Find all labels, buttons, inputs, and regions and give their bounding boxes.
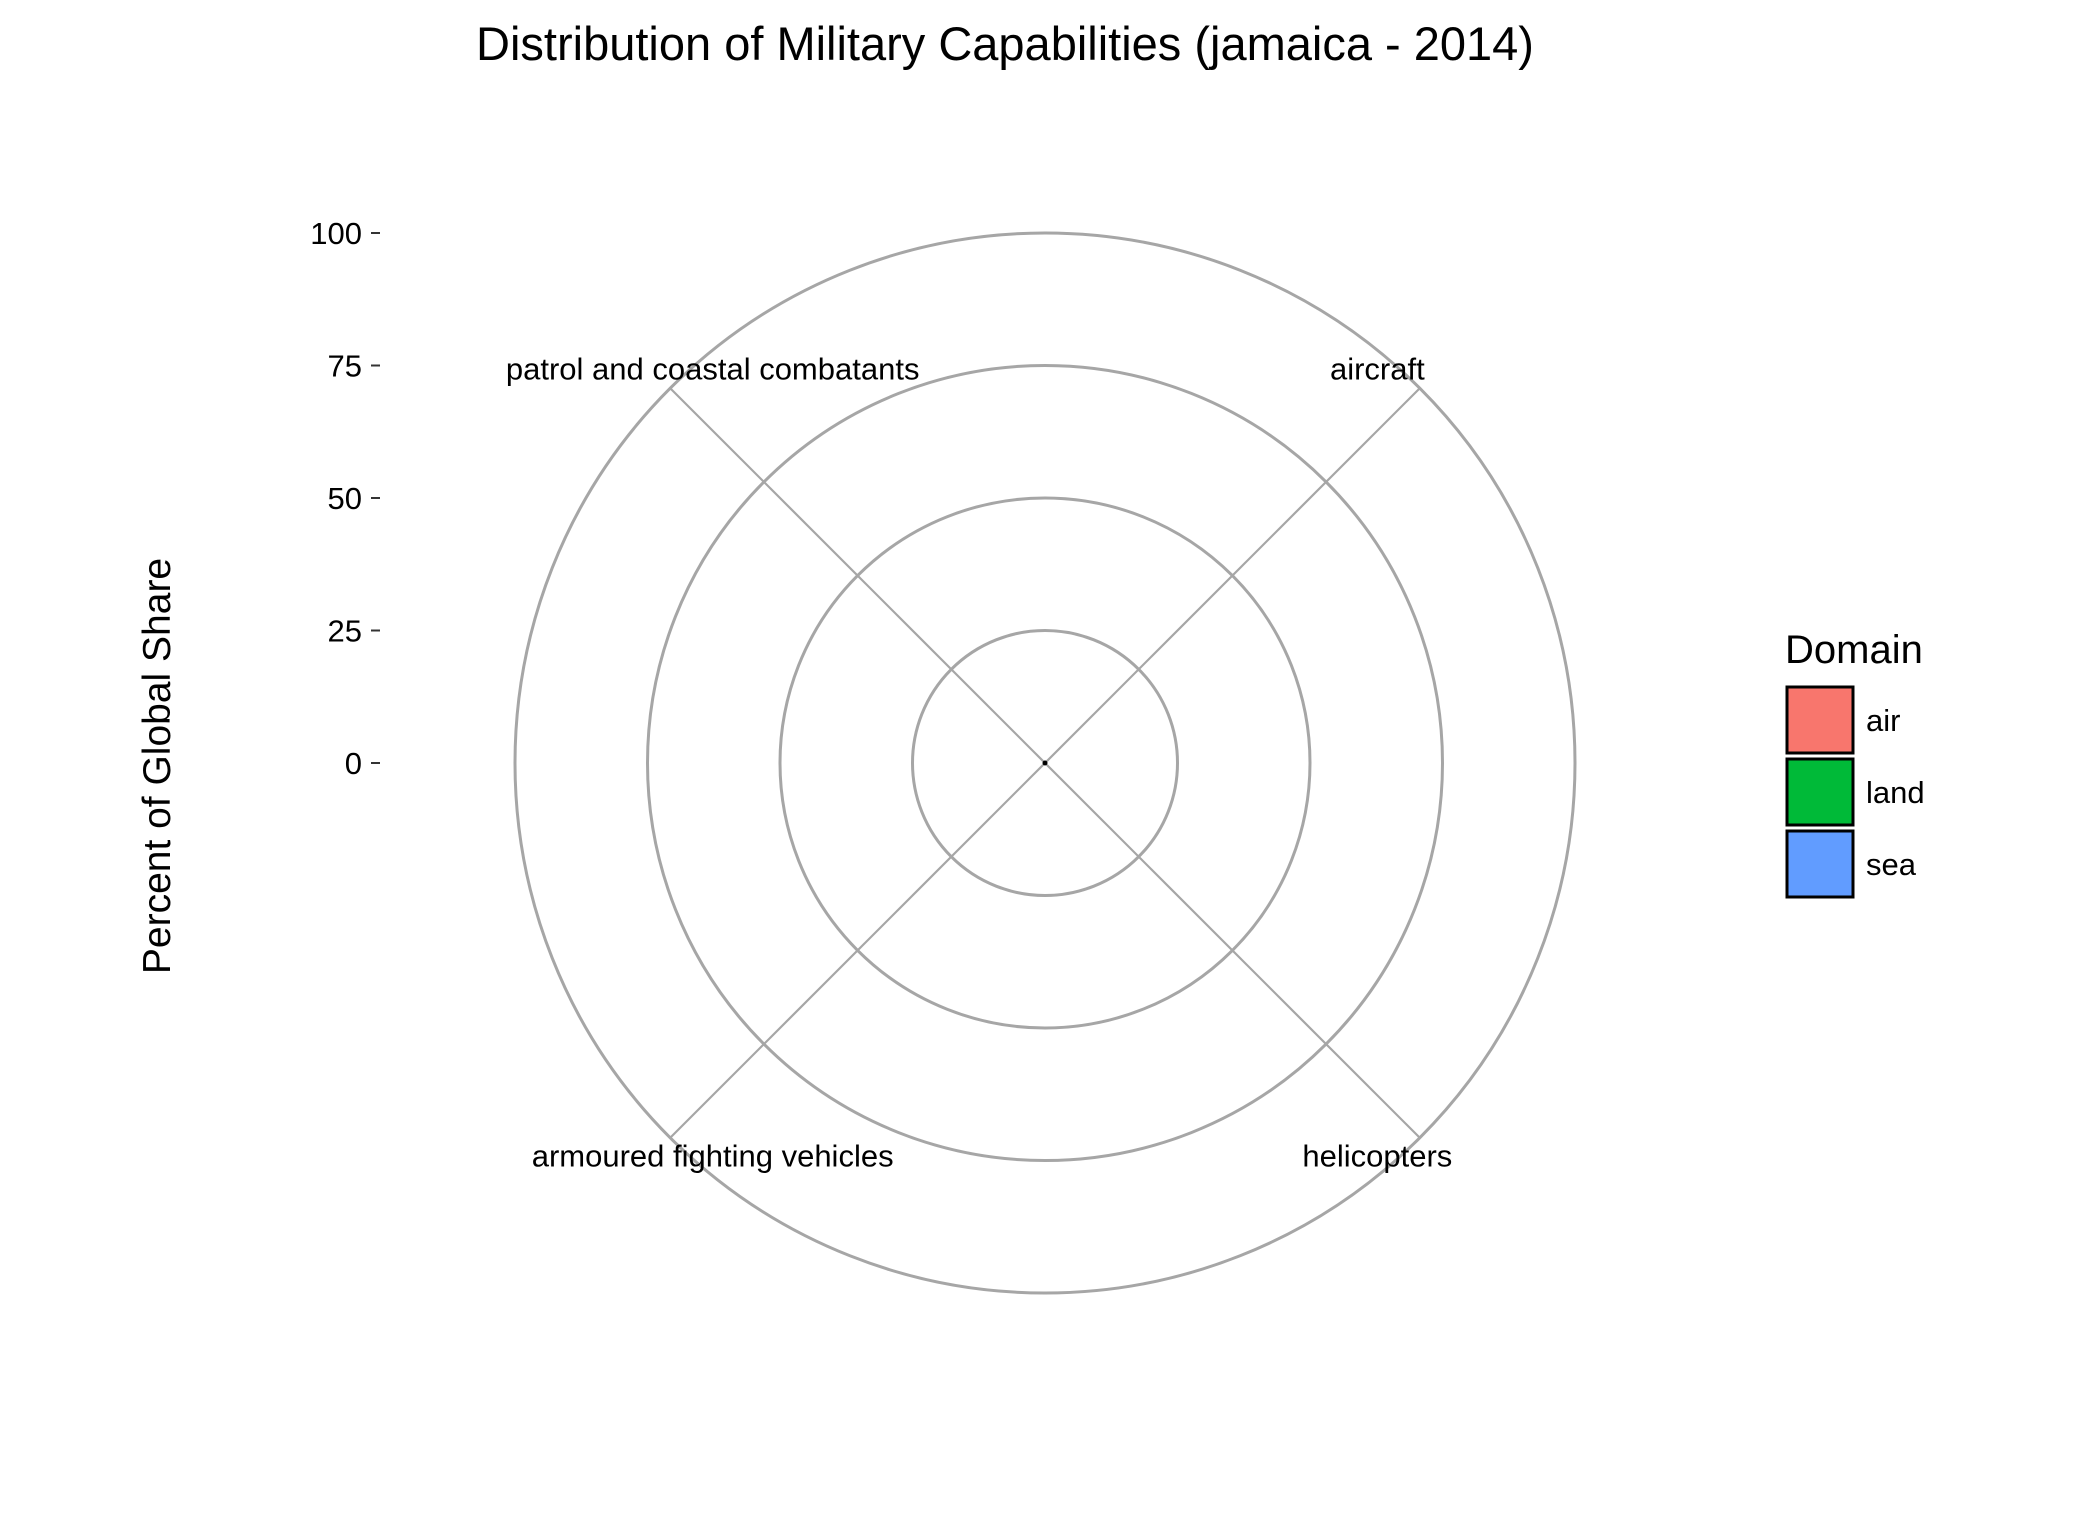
legend-label-sea: sea	[1866, 847, 1917, 882]
legend-label-land: land	[1866, 775, 1925, 810]
legend-label-air: air	[1866, 703, 1900, 738]
grid-spoke	[1044, 387, 1421, 764]
category-label: aircraft	[1330, 352, 1425, 387]
grid-spoke	[669, 762, 1046, 1139]
category-label: patrol and coastal combatants	[506, 352, 920, 387]
y-tick-label: 75	[328, 349, 362, 384]
grid-spoke	[1044, 762, 1421, 1139]
chart-title: Distribution of Military Capabilities (j…	[476, 17, 1534, 70]
polar-grid	[513, 231, 1577, 1295]
legend-title: Domain	[1785, 628, 1923, 672]
y-tick-label: 25	[328, 614, 362, 649]
y-tick-label: 0	[345, 746, 362, 781]
legend-items: air land sea	[1785, 685, 1925, 899]
y-axis-label: Percent of Global Share	[136, 558, 179, 974]
category-label: armoured fighting vehicles	[532, 1138, 894, 1173]
category-labels: aircraft helicopters armoured fighting veh…	[506, 352, 1452, 1174]
grid-spoke	[669, 387, 1046, 764]
y-tick-label: 50	[328, 481, 362, 516]
y-tick-label: 100	[310, 216, 362, 251]
legend-swatch-air	[1785, 685, 1855, 755]
legend-swatch-land	[1785, 757, 1855, 827]
y-axis: 0 25 50 75 100	[310, 216, 380, 781]
center-point	[1042, 760, 1048, 766]
bars	[1042, 760, 1048, 766]
legend: Domain air land sea	[1785, 628, 1925, 899]
grid-ring	[513, 231, 1577, 1295]
grid-ring	[911, 629, 1179, 897]
legend-swatch-sea	[1785, 829, 1855, 899]
category-label: helicopters	[1302, 1138, 1452, 1173]
grid-ring	[646, 364, 1444, 1162]
grid-ring	[778, 496, 1312, 1030]
